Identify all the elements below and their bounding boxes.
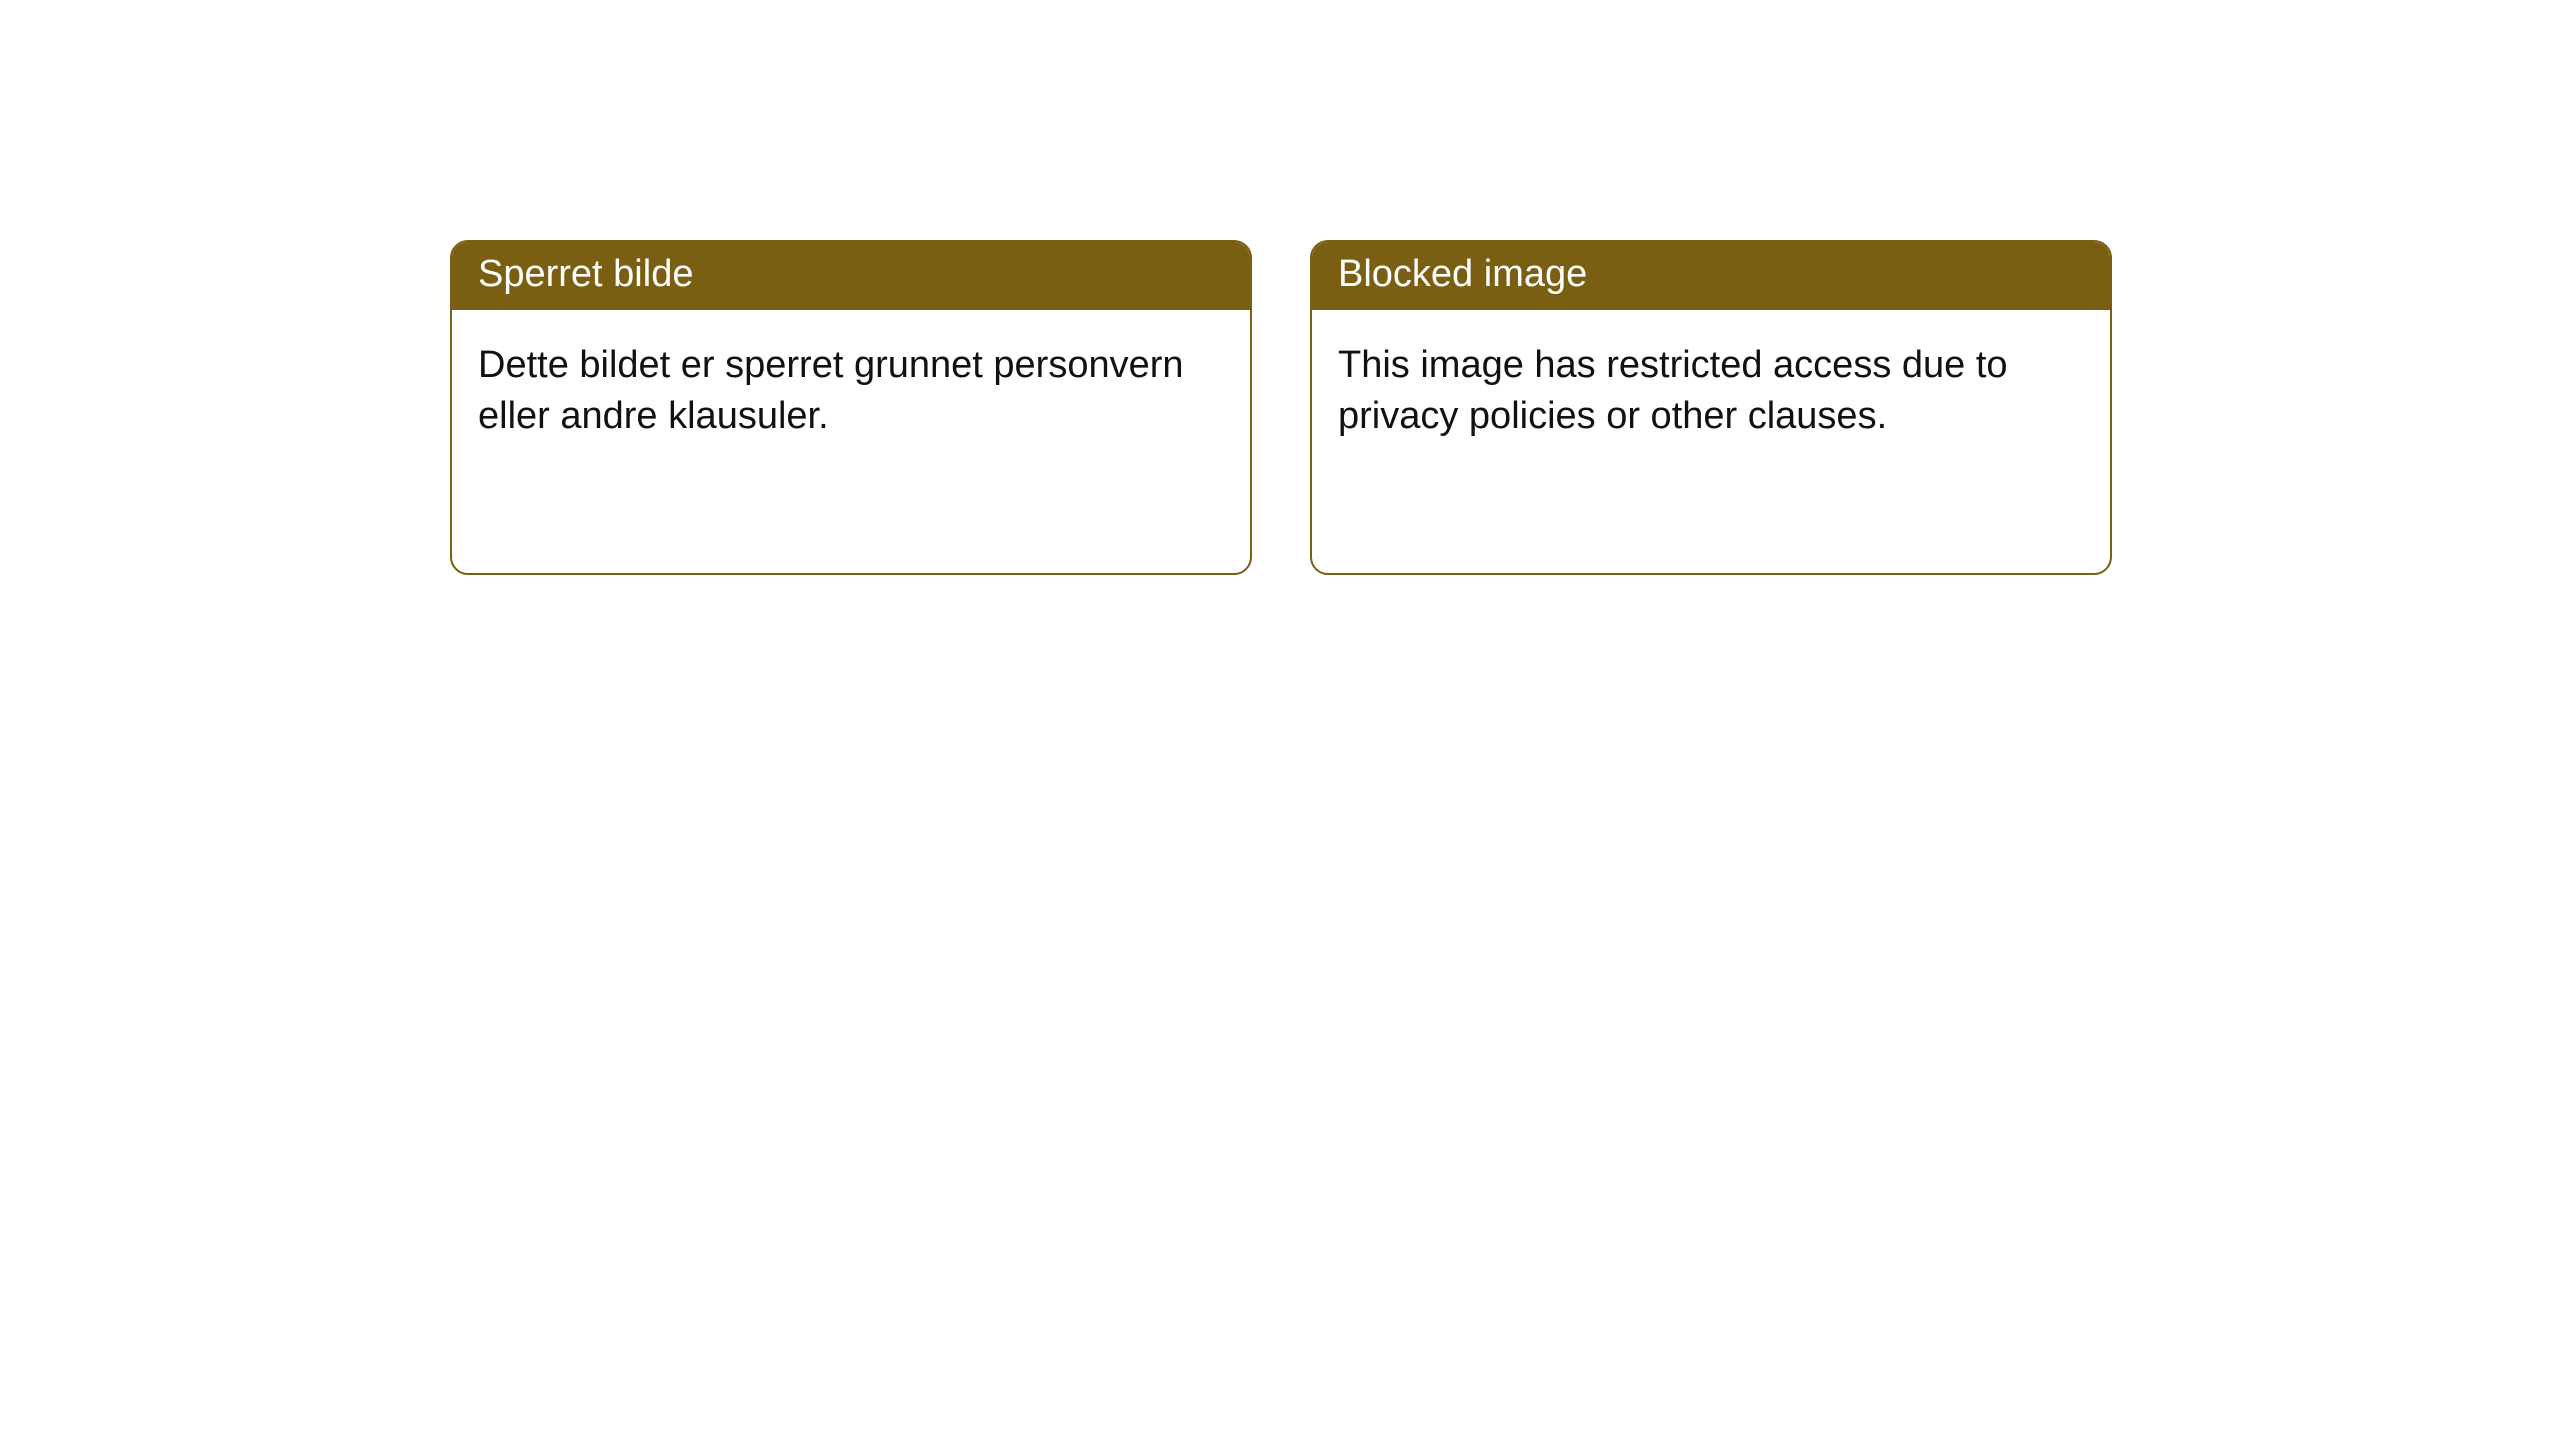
notice-card-english: Blocked image This image has restricted … bbox=[1310, 240, 2112, 575]
notice-card-norwegian: Sperret bilde Dette bildet er sperret gr… bbox=[450, 240, 1252, 575]
card-body: This image has restricted access due to … bbox=[1312, 310, 2110, 463]
card-body: Dette bildet er sperret grunnet personve… bbox=[452, 310, 1250, 463]
card-header: Sperret bilde bbox=[452, 242, 1250, 310]
notice-cards-container: Sperret bilde Dette bildet er sperret gr… bbox=[450, 240, 2112, 575]
card-header: Blocked image bbox=[1312, 242, 2110, 310]
